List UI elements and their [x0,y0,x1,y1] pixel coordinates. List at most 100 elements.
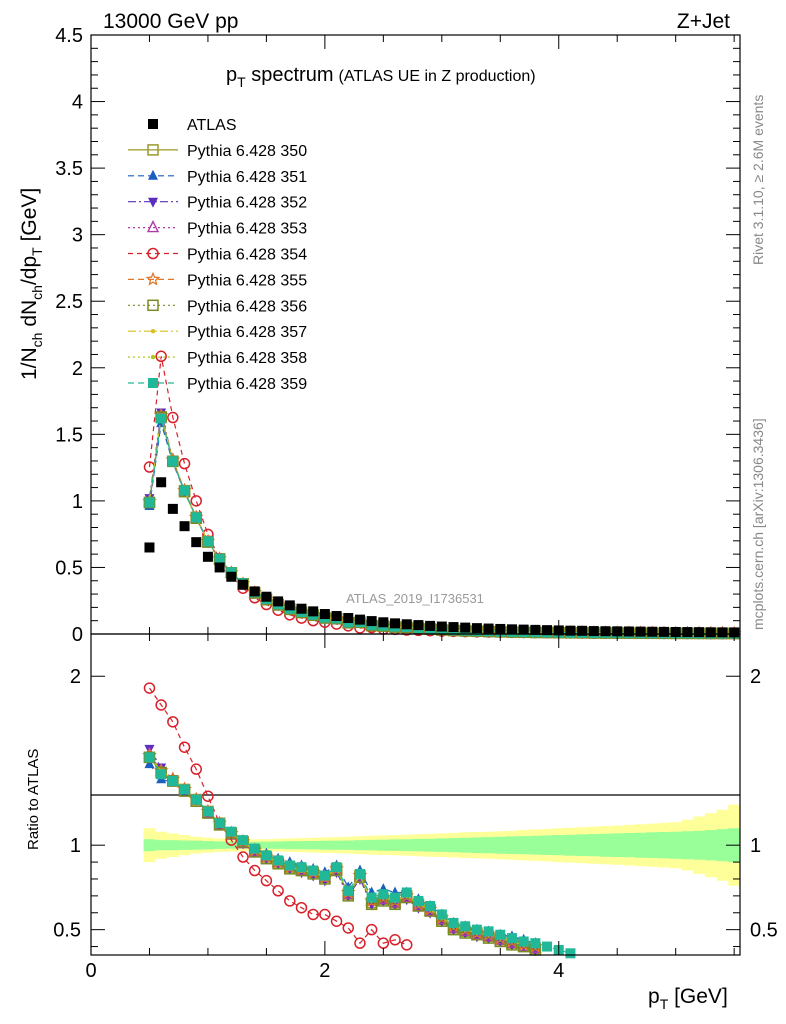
legend-item: Pythia 6.428 352 [128,195,307,212]
atlas-data-point [413,620,424,631]
atlas-data-point [378,617,389,628]
ratio-series-point [202,790,214,802]
ratio-series-point [237,851,249,863]
legend-marker [147,247,159,260]
ratio-series-point [425,901,436,912]
atlas-data-point [366,616,377,627]
atlas-data-point [623,626,634,637]
x-tick-label: 2 [319,960,330,982]
ratio-series-point [518,936,529,947]
ratio-series-point [319,870,330,881]
main-series-point [191,512,202,523]
legend-label: Pythia 6.428 356 [187,298,307,315]
main-series-point [167,456,178,467]
legend-item: Pythia 6.428 355 [128,271,307,289]
ratio-series-point [179,784,190,795]
atlas-data-point [261,591,272,602]
atlas-data-point [331,611,342,622]
y-axis-label: 1/Nch dNch/dpT [GeV] [18,188,45,380]
atlas-data-point [542,625,553,636]
ratio-series-point [413,895,424,906]
legend-item: Pythia 6.428 351 [128,169,307,186]
legend-marker [148,197,158,208]
legend-item: Pythia 6.428 358 [128,350,307,367]
atlas-data-point [705,627,716,638]
ratio-series-point [284,860,295,871]
atlas-data-point [238,579,249,590]
ratio-series-point [542,941,553,952]
legend-marker [146,220,160,233]
main-y-tick-label: 0 [72,624,83,646]
atlas-data-point [144,542,155,553]
ratio-series-point [214,818,225,829]
ratio-series-point [330,915,343,927]
main-series-point [144,497,155,508]
x-tick-label: 0 [85,960,96,982]
ratio-series-point [260,874,273,887]
atlas-data-point [647,626,658,637]
atlas-data-point [670,627,681,638]
legend-label: Pythia 6.428 357 [187,324,307,341]
ratio-y-tick-label: 1 [70,835,81,857]
ratio-series-point [342,922,355,934]
atlas-data-point [588,626,599,637]
ratio-series-point [202,806,213,817]
ratio-series-point [366,892,377,903]
main-panel: 0 0.5 1 1.5 2 2.5 3 3.5 4 4.5 ATLAS_2019_I1736531 [55,25,742,646]
main-y-tick-label: 2 [72,358,83,380]
ratio-series-point [248,864,261,877]
ratio-y-tick-label-right: 2 [750,666,761,688]
process-label: Z+Jet [677,10,730,33]
atlas-data-point [635,626,646,637]
atlas-data-point [308,606,319,617]
ratio-series-point [389,934,401,946]
title-rest: spectrum [246,64,334,86]
main-y-tick-label: 1 [72,491,83,513]
atlas-data-point [296,603,307,614]
main-tick-marks [90,34,740,635]
ratio-series-point [390,892,401,903]
ratio-series-line [149,755,536,948]
atlas-data-point [319,609,330,620]
ratio-series-point [295,901,308,914]
main-series-point [155,350,167,363]
rivet-label: Rivet 3.1.10, ≥ 2.6M events [750,95,766,265]
ratio-series-point [144,758,155,769]
main-y-tick-label: 0.5 [55,557,83,579]
legend-item: Pythia 6.428 357 [128,324,307,341]
atlas-data-point [249,586,260,597]
atlas-data-point [565,625,576,636]
main-series-point [178,457,191,470]
atlas-data-point [214,562,225,573]
atlas-data-point [460,622,471,633]
atlas-data-point [483,623,494,634]
legend-marker [145,271,161,286]
ratio-series-point [365,923,378,936]
legend-marker [147,299,159,312]
legend-label: Pythia 6.428 352 [187,195,307,212]
atlas-data-point [694,627,705,638]
legend-marker [150,354,156,360]
ratio-series-point [249,843,260,854]
atlas-data-point [658,626,669,637]
main-y-tick-label: 3 [72,225,83,247]
legend-label: Pythia 6.428 358 [187,350,307,367]
legend-label: Pythia 6.428 359 [187,376,307,393]
legend-label: Pythia 6.428 351 [187,169,307,186]
ratio-series-point [530,938,541,949]
legend-item: Pythia 6.428 350 [128,143,307,160]
ratio-series-point [307,908,319,921]
legend-label: Pythia 6.428 353 [187,221,307,238]
ratio-series-point [191,794,202,805]
atlas-data-point [717,627,728,638]
legend-label: Pythia 6.428 355 [187,272,307,289]
ratio-series-point [308,865,319,876]
ratio-series-line [149,756,536,951]
ratio-panel: 0.5 0.5 1 1 2 2 [53,633,778,959]
main-series-point [156,413,167,424]
ratio-series-point [238,835,249,846]
ratio-series-line [148,748,536,951]
legend-marker [148,378,158,388]
ratio-y-tick-label-right: 0.5 [750,920,778,942]
